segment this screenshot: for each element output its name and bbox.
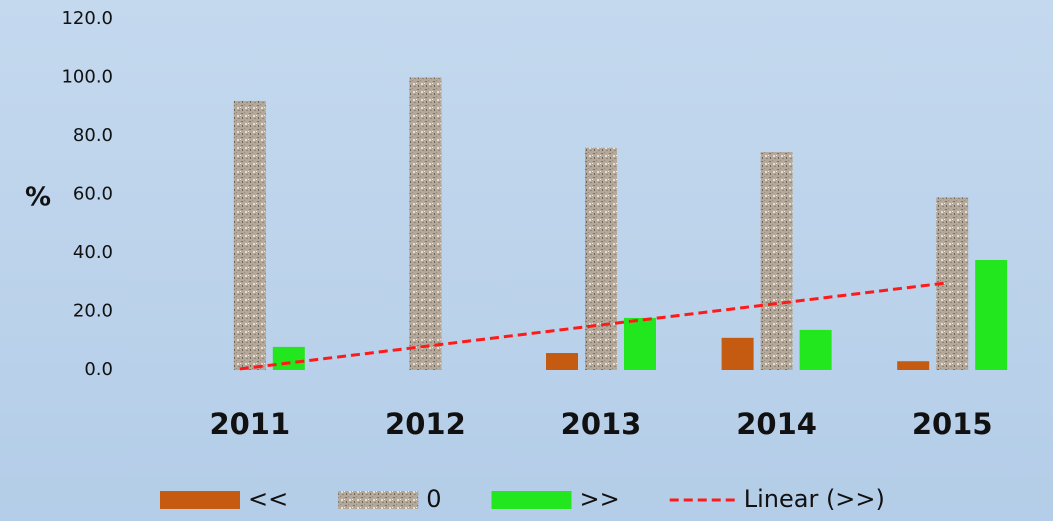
y-tick-label: 100.0	[61, 67, 113, 88]
legend-swatch	[491, 491, 572, 509]
x-tick-label: 2013	[561, 407, 642, 441]
y-tick-label: 40.0	[73, 242, 113, 263]
bar	[409, 77, 442, 370]
bar	[760, 152, 793, 370]
y-tick-label: 80.0	[73, 125, 113, 146]
legend-swatch	[338, 491, 419, 509]
legend-label: Linear (>>)	[744, 485, 885, 513]
bar	[546, 353, 578, 370]
x-tick-label: 2014	[736, 407, 817, 441]
bar	[799, 329, 832, 370]
bar	[624, 317, 656, 370]
bar	[585, 147, 617, 370]
y-tick-label: 20.0	[73, 301, 113, 322]
x-tick-label: 2015	[912, 407, 993, 441]
x-tick-label: 2012	[385, 407, 466, 441]
bar	[233, 100, 266, 371]
trendline	[239, 281, 949, 371]
bar	[975, 260, 1008, 370]
bar	[272, 346, 305, 370]
bar	[897, 361, 930, 370]
y-tick-label: 120.0	[61, 8, 113, 29]
x-tick-label: 2011	[209, 407, 290, 441]
legend-label: <<	[248, 485, 288, 513]
bar	[721, 337, 754, 370]
y-tick-label: 0.0	[84, 359, 113, 380]
legend-label: >>	[580, 485, 620, 513]
legend-swatch	[160, 491, 240, 509]
y-tick-label: 60.0	[73, 184, 113, 205]
y-axis-label: %	[25, 183, 51, 213]
legend-label: 0	[426, 485, 441, 513]
